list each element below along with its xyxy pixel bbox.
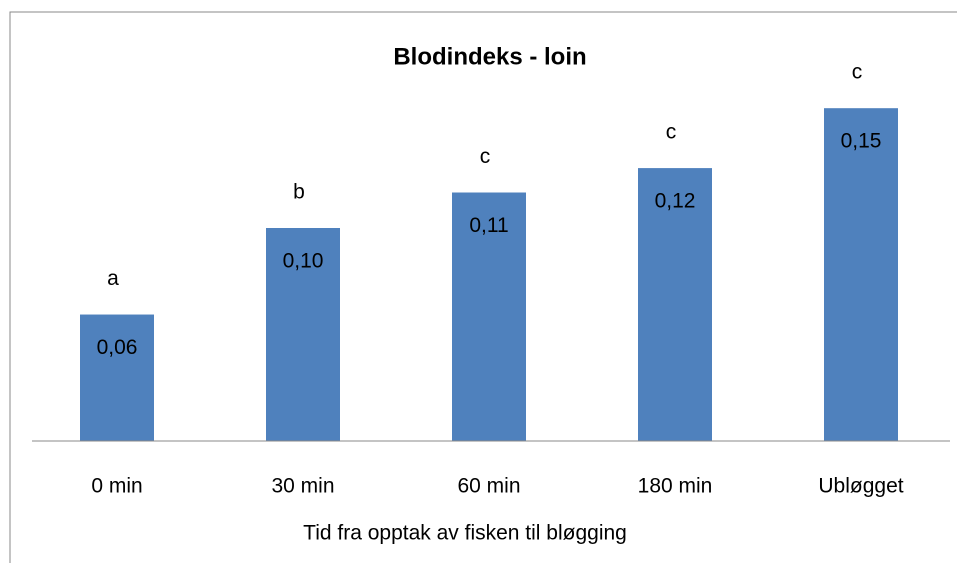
annotation: c bbox=[666, 121, 677, 144]
bar bbox=[824, 108, 898, 441]
x-tick-label: 60 min bbox=[457, 475, 520, 498]
value-label: 0,06 bbox=[97, 336, 138, 359]
bar bbox=[638, 168, 712, 441]
value-label: 0,10 bbox=[283, 250, 324, 273]
x-tick-label: 180 min bbox=[638, 475, 713, 498]
bar bbox=[266, 228, 340, 441]
value-label: 0,12 bbox=[655, 190, 696, 213]
annotation: b bbox=[293, 181, 305, 204]
annotation: c bbox=[852, 61, 863, 84]
annotation: a bbox=[107, 267, 119, 290]
bar bbox=[80, 314, 154, 441]
x-axis-title: Tid fra opptak av fisken til bløgging bbox=[303, 522, 627, 545]
bar bbox=[452, 192, 526, 441]
chart-frame bbox=[9, 11, 957, 563]
annotation: c bbox=[480, 145, 491, 168]
x-tick-label: Ubløgget bbox=[818, 475, 903, 498]
chart-title: Blodindeks - loin bbox=[393, 43, 586, 70]
value-label: 0,11 bbox=[469, 214, 508, 237]
x-tick-label: 0 min bbox=[91, 475, 142, 498]
value-label: 0,15 bbox=[841, 130, 882, 153]
x-tick-label: 30 min bbox=[271, 475, 334, 498]
